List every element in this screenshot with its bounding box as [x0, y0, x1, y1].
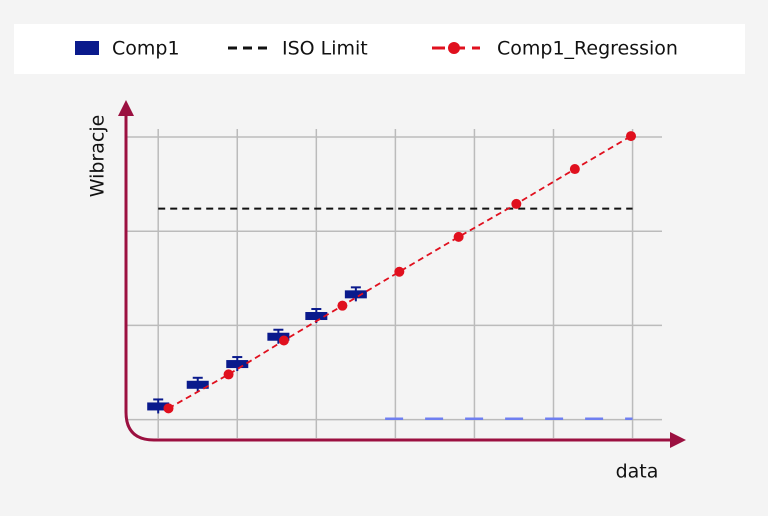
point [394, 266, 405, 277]
box [305, 312, 328, 321]
point [625, 131, 636, 142]
box [186, 380, 209, 389]
box-marker [344, 286, 367, 302]
point [569, 164, 580, 175]
axes [124, 112, 672, 442]
point [337, 300, 348, 311]
point [453, 231, 464, 242]
point [511, 198, 522, 209]
x-axis-label: data [616, 461, 659, 483]
legend-label: ISO Limit [282, 38, 368, 60]
marks [147, 131, 636, 420]
box-marker [226, 356, 249, 372]
box-marker [267, 328, 290, 344]
grid [126, 129, 662, 438]
box [344, 290, 367, 299]
point [223, 369, 234, 380]
box-marker [147, 398, 170, 414]
legend-swatch [75, 41, 99, 55]
box-marker [186, 376, 209, 392]
regression-line [168, 135, 632, 410]
box [267, 332, 290, 341]
box [226, 360, 249, 369]
point [163, 403, 174, 414]
legend-box [14, 24, 745, 74]
legend-label: Comp1 [112, 38, 180, 60]
legend: Comp1 ISO Limit Comp1_Regression [75, 38, 678, 60]
box [147, 402, 170, 411]
x-arrow [670, 432, 686, 448]
y-axis-label: Wibracje [87, 115, 109, 198]
legend-dot [448, 42, 460, 54]
point [278, 335, 289, 346]
y-arrow [118, 100, 134, 116]
legend-label: Comp1_Regression [497, 38, 678, 60]
